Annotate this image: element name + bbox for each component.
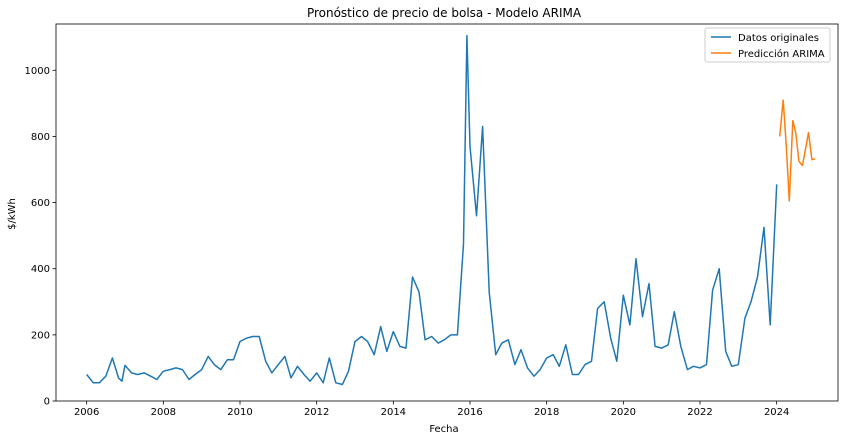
y-tick-label: 600 — [31, 198, 50, 209]
x-tick-label: 2006 — [74, 407, 99, 418]
y-axis: 0 200 400 600 800 1000 — [25, 66, 56, 408]
plot-frame — [55, 23, 839, 402]
x-tick-label: 2014 — [381, 407, 406, 418]
x-axis-label: Fecha — [429, 424, 458, 435]
x-tick-label: 2016 — [457, 407, 482, 418]
x-tick-label: 2024 — [764, 407, 789, 418]
y-tick-label: 1000 — [25, 66, 50, 77]
y-axis-label: $/kWh — [7, 198, 18, 230]
x-tick-label: 2020 — [611, 407, 636, 418]
legend: Datos originales Predicción ARIMA — [704, 27, 831, 63]
x-tick-label: 2012 — [304, 407, 329, 418]
y-tick-label: 400 — [31, 264, 50, 275]
legend-label-prediccion-arima: Predicción ARIMA — [738, 48, 825, 60]
y-tick-label: 200 — [31, 330, 50, 341]
x-axis: 2006 2008 2010 2012 2014 2016 2018 2020 2022 2024 — [74, 401, 789, 418]
x-tick-label: 2010 — [227, 407, 252, 418]
x-tick-label: 2022 — [687, 407, 712, 418]
y-tick-label: 800 — [31, 132, 50, 143]
x-tick-label: 2008 — [151, 407, 176, 418]
x-tick-label: 2018 — [534, 407, 559, 418]
y-tick-label: 0 — [44, 397, 50, 408]
series-line-datos-originales — [86, 34, 778, 386]
legend-box — [704, 27, 831, 63]
series-line-prediccion-arima — [778, 99, 816, 202]
chart-title: Pronóstico de precio de bolsa - Modelo A… — [307, 6, 582, 20]
legend-label-datos-originales: Datos originales — [738, 33, 819, 44]
plot-area — [55, 23, 839, 402]
